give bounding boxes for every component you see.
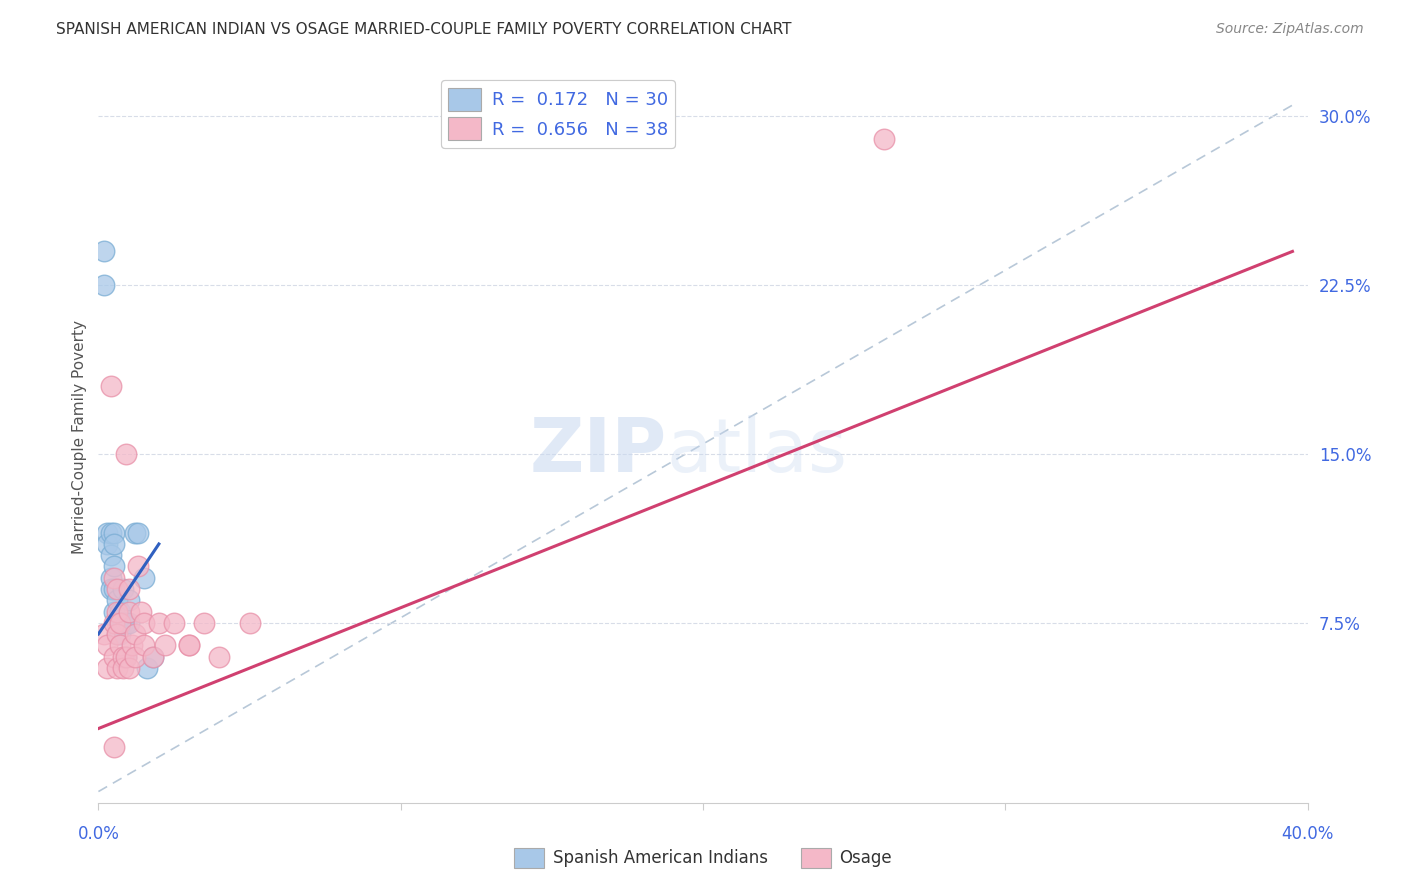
Point <box>239 615 262 630</box>
Point <box>163 615 186 630</box>
Point <box>114 447 136 461</box>
Point <box>103 525 125 540</box>
Point <box>135 661 157 675</box>
Point <box>108 615 131 630</box>
Point <box>100 525 122 540</box>
Y-axis label: Married-Couple Family Poverty: Married-Couple Family Poverty <box>72 320 87 554</box>
Point <box>100 379 122 393</box>
Point <box>153 638 176 652</box>
Point <box>103 605 125 619</box>
Point <box>114 649 136 664</box>
Point <box>118 593 141 607</box>
Point <box>124 627 146 641</box>
Point <box>108 638 131 652</box>
Point <box>111 582 134 596</box>
Point <box>100 582 122 596</box>
Point <box>93 278 115 293</box>
Point <box>105 661 128 675</box>
Point <box>114 615 136 630</box>
Point <box>105 627 128 641</box>
Point <box>118 605 141 619</box>
Point <box>124 525 146 540</box>
Point <box>132 638 155 652</box>
Point <box>93 244 115 259</box>
Point <box>103 615 125 630</box>
Point <box>96 525 118 540</box>
Point <box>111 661 134 675</box>
Point <box>103 559 125 574</box>
Point <box>111 615 134 630</box>
Text: 40.0%: 40.0% <box>1281 825 1334 843</box>
Text: SPANISH AMERICAN INDIAN VS OSAGE MARRIED-COUPLE FAMILY POVERTY CORRELATION CHART: SPANISH AMERICAN INDIAN VS OSAGE MARRIED… <box>56 22 792 37</box>
Point <box>96 537 118 551</box>
Point <box>132 615 155 630</box>
Point <box>193 615 215 630</box>
Point <box>103 739 125 754</box>
Point <box>103 582 125 596</box>
Point <box>873 132 896 146</box>
Point <box>103 649 125 664</box>
Text: atlas: atlas <box>666 415 848 488</box>
Point <box>111 649 134 664</box>
Point <box>103 537 125 551</box>
Point <box>105 605 128 619</box>
Text: ZIP: ZIP <box>530 415 666 488</box>
Point <box>127 525 149 540</box>
Point <box>177 638 201 652</box>
Point <box>124 649 146 664</box>
Point <box>148 615 170 630</box>
Point <box>100 571 122 585</box>
Legend: R =  0.172   N = 30, R =  0.656   N = 38: R = 0.172 N = 30, R = 0.656 N = 38 <box>441 80 675 147</box>
Point <box>105 593 128 607</box>
Point <box>114 649 136 664</box>
Point <box>132 571 155 585</box>
Point <box>118 661 141 675</box>
Text: Source: ZipAtlas.com: Source: ZipAtlas.com <box>1216 22 1364 37</box>
Point <box>108 627 131 641</box>
Point <box>208 649 231 664</box>
Text: 0.0%: 0.0% <box>77 825 120 843</box>
Point <box>118 582 141 596</box>
Point <box>108 605 131 619</box>
Point <box>127 559 149 574</box>
Point <box>177 638 201 652</box>
Point <box>118 615 141 630</box>
Point <box>105 582 128 596</box>
Point <box>142 649 165 664</box>
Point <box>100 548 122 562</box>
Point <box>105 615 128 630</box>
Point <box>96 661 118 675</box>
Point <box>142 649 165 664</box>
Point <box>105 627 128 641</box>
Point <box>121 638 143 652</box>
Point <box>103 571 125 585</box>
Point <box>93 627 115 641</box>
Point <box>129 605 152 619</box>
Point <box>96 638 118 652</box>
Point <box>108 615 131 630</box>
Legend: Spanish American Indians, Osage: Spanish American Indians, Osage <box>508 841 898 875</box>
